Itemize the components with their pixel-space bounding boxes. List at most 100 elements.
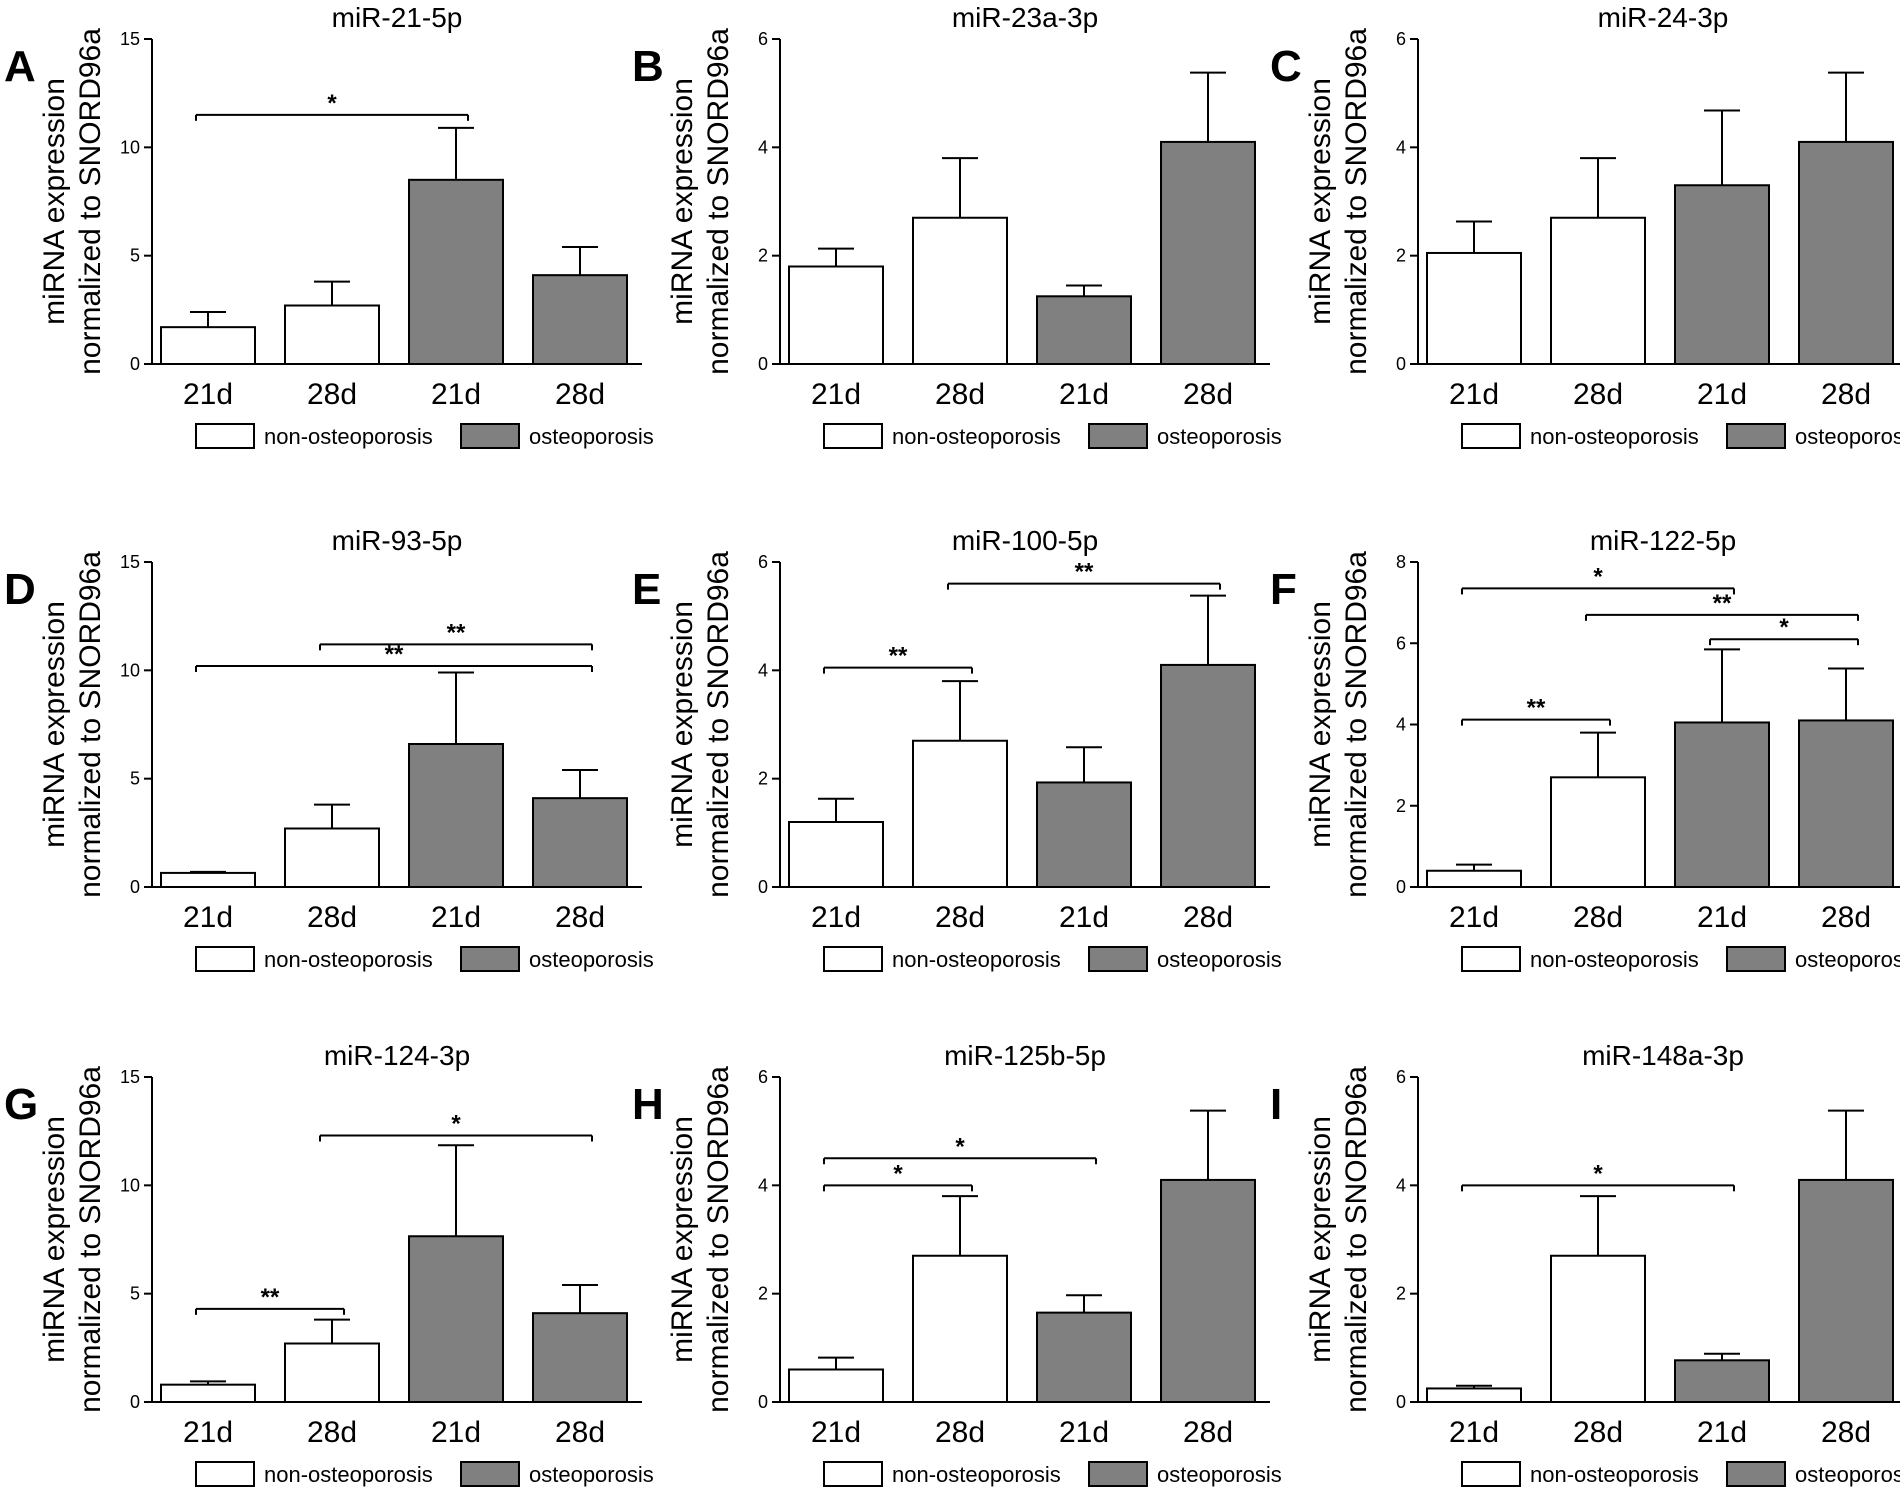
legend-swatch-non-osteoporosis	[195, 1461, 255, 1487]
y-axis-label: miRNA expression normalized to SNORD96a	[38, 1066, 107, 1413]
y-tick-label: 0	[758, 1392, 768, 1412]
y-axis-label-line-2: normalized to SNORD96a	[74, 28, 107, 375]
y-tick-label: 5	[130, 1284, 140, 1304]
bar	[788, 265, 884, 365]
bar	[912, 739, 1008, 888]
significance-label: *	[327, 90, 337, 117]
chart-title: miR-23a-3p	[952, 2, 1098, 33]
x-tick-label: 28d	[1821, 1416, 1871, 1449]
y-axis-label-line-2: normalized to SNORD96a	[702, 28, 735, 375]
y-tick-label: 2	[758, 246, 768, 266]
legend-swatch-osteoporosis	[1726, 1461, 1786, 1487]
significance-label: *	[1593, 1160, 1603, 1187]
x-tick-label: 28d	[307, 1416, 357, 1449]
bar	[788, 1368, 884, 1403]
y-axis-label: miRNA expression normalized to SNORD96a	[1304, 1066, 1373, 1413]
legend-swatch-non-osteoporosis	[823, 423, 883, 449]
y-tick-label: 0	[1396, 1392, 1406, 1412]
x-tick-label: 21d	[1697, 901, 1747, 934]
bar	[912, 216, 1008, 365]
x-tick-label: 28d	[1821, 901, 1871, 934]
bar	[788, 821, 884, 888]
bar	[1426, 251, 1522, 365]
x-tick-label: 28d	[1183, 1416, 1233, 1449]
y-axis-label-line-2: normalized to SNORD96a	[702, 551, 735, 898]
x-tick-label: 21d	[811, 1416, 861, 1449]
x-tick-label: 21d	[1697, 378, 1747, 411]
x-tick-label: 28d	[1821, 378, 1871, 411]
y-tick-label: 6	[1396, 29, 1406, 49]
x-tick-label: 28d	[1573, 901, 1623, 934]
bar	[1674, 721, 1770, 888]
chart-title: miR-148a-3p	[1582, 1040, 1744, 1071]
x-tick-label: 28d	[555, 378, 605, 411]
bar	[160, 871, 256, 889]
y-tick-label: 6	[758, 29, 768, 49]
y-axis-label: miRNA expression normalized to SNORD96a	[666, 1066, 735, 1413]
x-tick-label: 21d	[1697, 1416, 1747, 1449]
y-tick-label: 2	[1396, 796, 1406, 816]
x-tick-label: 28d	[1183, 378, 1233, 411]
y-tick-label: 4	[758, 1175, 768, 1195]
y-tick-label: 0	[130, 354, 140, 374]
x-tick-label: 28d	[555, 901, 605, 934]
panel-letter: F	[1270, 565, 1297, 614]
x-tick-label: 21d	[811, 378, 861, 411]
bar	[532, 1312, 628, 1403]
y-tick-label: 6	[1396, 1067, 1406, 1087]
legend-swatch-non-osteoporosis	[823, 1461, 883, 1487]
y-axis-label-line-2: normalized to SNORD96a	[1340, 551, 1373, 898]
y-axis-label-line-1: miRNA expression	[666, 78, 699, 325]
legend-label-non-osteoporosis: non-osteoporosis	[264, 947, 433, 972]
significance-label: *	[451, 1111, 461, 1138]
x-tick-label: 28d	[935, 1416, 985, 1449]
chart-title: miR-21-5p	[332, 2, 463, 33]
legend-swatch-non-osteoporosis	[823, 946, 883, 972]
bar	[1160, 1178, 1256, 1403]
y-axis-label-line-2: normalized to SNORD96a	[1340, 28, 1373, 375]
panel-letter: B	[632, 42, 664, 91]
legend-swatch-osteoporosis	[460, 946, 520, 972]
y-tick-label: 2	[1396, 246, 1406, 266]
significance-label: *	[1779, 614, 1789, 641]
panel-letter: D	[4, 565, 36, 614]
y-tick-label: 10	[120, 1175, 140, 1195]
y-tick-label: 10	[120, 137, 140, 157]
x-tick-label: 28d	[935, 901, 985, 934]
x-tick-label: 28d	[307, 378, 357, 411]
chart-title: miR-24-3p	[1598, 2, 1729, 33]
bar	[160, 1383, 256, 1403]
legend-label-non-osteoporosis: non-osteoporosis	[1530, 1462, 1699, 1487]
significance-label: **	[1075, 559, 1094, 586]
legend-swatch-osteoporosis	[1088, 946, 1148, 972]
legend-label-osteoporosis: osteoporosis	[1795, 947, 1900, 972]
y-tick-label: 2	[758, 1284, 768, 1304]
y-axis-label-line-1: miRNA expression	[1304, 1116, 1337, 1363]
x-tick-label: 21d	[183, 378, 233, 411]
legend-label-non-osteoporosis: non-osteoporosis	[264, 424, 433, 449]
y-tick-label: 4	[1396, 715, 1406, 735]
y-tick-label: 15	[120, 1067, 140, 1087]
y-axis-label-line-1: miRNA expression	[38, 78, 71, 325]
x-tick-label: 28d	[307, 901, 357, 934]
x-tick-label: 28d	[1573, 1416, 1623, 1449]
y-axis-label-line-1: miRNA expression	[666, 601, 699, 848]
bar	[284, 1342, 380, 1403]
legend-label-non-osteoporosis: non-osteoporosis	[1530, 424, 1699, 449]
y-axis-label-line-1: miRNA expression	[1304, 78, 1337, 325]
chart-title: miR-124-3p	[324, 1040, 470, 1071]
x-tick-label: 21d	[183, 1416, 233, 1449]
significance-label: **	[1527, 695, 1546, 722]
bar	[1426, 869, 1522, 888]
x-tick-label: 28d	[935, 378, 985, 411]
bar	[1036, 781, 1132, 888]
legend-swatch-osteoporosis	[460, 1461, 520, 1487]
bar	[1798, 1178, 1894, 1403]
legend-label-osteoporosis: osteoporosis	[1157, 1462, 1282, 1487]
x-tick-label: 21d	[431, 378, 481, 411]
chart-title: miR-100-5p	[952, 525, 1098, 556]
legend-swatch-osteoporosis	[460, 423, 520, 449]
